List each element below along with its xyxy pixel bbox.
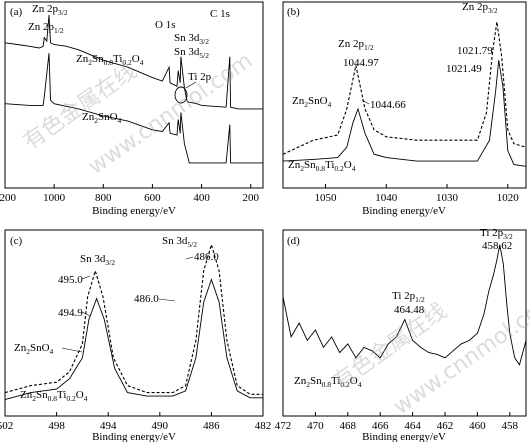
panel-d-x-axis-label: Binding energy/eV bbox=[362, 431, 446, 442]
panel-b: 1050 1040 1030 1020 (b) Zn 2p1/2 Zn 2p3/2 1… bbox=[282, 1, 527, 217]
watermarks: 有色金属在线 www.cnnmol.com 有色金属在线 www.cnnmol.… bbox=[19, 48, 530, 420]
panel-b-peak-1044-66: 1044.66 bbox=[370, 99, 406, 111]
panel-a-zso-label: Zn2SnO4 bbox=[82, 111, 122, 125]
panel-b-x-tick-label: 1030 bbox=[436, 192, 459, 204]
panel-c-series bbox=[4, 242, 263, 401]
panel-d: 472 470 468 466 464 462 460 458 (d) Ti 2p3/2 45… bbox=[275, 227, 527, 442]
panel-c-label: (c) bbox=[10, 235, 23, 247]
panel-d-series-1 bbox=[282, 244, 527, 366]
panel-a-c1s-label: C 1s bbox=[210, 8, 230, 20]
panel-a-sn3d32-label: Sn 3d3/2 bbox=[174, 32, 209, 46]
panel-a-ti2p-leader bbox=[185, 81, 197, 89]
panel-d-ti2p12-label: Ti 2p1/2 bbox=[392, 290, 425, 304]
panel-d-x-tick-label: 462 bbox=[437, 420, 454, 432]
panel-d-x-tick-label: 470 bbox=[307, 420, 324, 432]
panel-d-frame bbox=[282, 229, 527, 417]
panel-a-label: (a) bbox=[10, 6, 23, 18]
panel-b-zn2p32-label: Zn 2p3/2 bbox=[462, 1, 498, 15]
panel-d-x-tick-label: 466 bbox=[372, 420, 389, 432]
panel-b-series bbox=[282, 21, 527, 167]
panel-c-leader-495-0 bbox=[81, 275, 91, 280]
panel-c-series-1 bbox=[4, 242, 263, 395]
panel-c-leader-486-0-bottom bbox=[158, 298, 176, 302]
panel-c-x-tick-label: 486 bbox=[203, 420, 220, 432]
panel-b-series-1 bbox=[282, 21, 527, 155]
panel-b-ztso-label: Zn2Sn0.8Ti0.2O4 bbox=[288, 159, 356, 173]
panel-d-x-tick-label: 464 bbox=[404, 420, 421, 432]
panel-c-ztso-label: Zn2Sn0.8Ti0.2O4 bbox=[20, 389, 88, 403]
panel-a: 1200 1000 800 600 400 200 (a) Zn 2p3/2 Zn 2p1… bbox=[0, 1, 264, 217]
panel-c-x-tick-label: 502 bbox=[0, 420, 13, 432]
panel-c-peak-486-0-top: 486.0 bbox=[194, 251, 219, 263]
panel-d-label: (d) bbox=[287, 235, 300, 247]
panel-c-leader-494-9 bbox=[81, 311, 91, 317]
panel-b-series-2 bbox=[282, 60, 527, 167]
panel-a-x-tick-label: 800 bbox=[95, 192, 112, 204]
panel-a-x-ticks: 1200 1000 800 600 400 200 bbox=[0, 184, 259, 204]
panel-d-x-tick-label: 460 bbox=[469, 420, 486, 432]
panel-a-ztso-label: Zn2Sn0.8Ti0.2O4 bbox=[76, 53, 144, 67]
panel-c-sn3d32-label: Sn 3d3/2 bbox=[80, 253, 115, 267]
panel-a-series-2 bbox=[4, 53, 263, 164]
panel-b-leader-1044-66 bbox=[361, 99, 370, 105]
panel-a-x-axis-label: Binding energy/eV bbox=[92, 205, 176, 217]
panel-b-x-tick-label: 1040 bbox=[375, 192, 398, 204]
panel-a-x-tick-label: 200 bbox=[242, 192, 259, 204]
panel-b-peak-1021-49: 1021.49 bbox=[446, 63, 482, 75]
panel-a-frame bbox=[4, 1, 264, 189]
panel-a-x-tick-label: 1000 bbox=[43, 192, 66, 204]
panel-a-x-tick-label: 1200 bbox=[0, 192, 17, 204]
panel-b-peak-1044-97: 1044.97 bbox=[343, 57, 379, 69]
panel-d-peak-458-62: 458.62 bbox=[482, 240, 512, 252]
panel-d-x-tick-label: 468 bbox=[340, 420, 357, 432]
panel-b-zso-label: Zn2SnO4 bbox=[292, 95, 332, 109]
panel-b-frame bbox=[282, 1, 527, 189]
panel-b-label: (b) bbox=[287, 6, 300, 18]
panel-d-ztso-label: Zn2Sn0.8Ti0.2O4 bbox=[294, 375, 362, 389]
panel-d-x-tick-label: 458 bbox=[502, 420, 519, 432]
panel-d-ti2p32-label: Ti 2p3/2 bbox=[480, 227, 513, 241]
panel-c-x-tick-label: 494 bbox=[100, 420, 117, 432]
panel-c-x-axis-label: Binding energy/eV bbox=[92, 431, 176, 442]
panel-d-series bbox=[282, 244, 527, 366]
panel-c: 502 498 494 490 486 482 (c) Sn 3d3/2 Sn 3d5/2… bbox=[0, 229, 271, 442]
panel-d-x-tick-label: 472 bbox=[275, 420, 292, 432]
panel-c-frame bbox=[4, 229, 264, 417]
panel-c-x-tick-label: 482 bbox=[255, 420, 272, 432]
panel-b-zn2p12-label: Zn 2p1/2 bbox=[338, 38, 374, 52]
panel-a-series-1 bbox=[4, 14, 263, 110]
panel-b-x-tick-label: 1020 bbox=[497, 192, 520, 204]
panel-b-x-axis-label: Binding energy/eV bbox=[362, 205, 446, 217]
panel-c-x-tick-label: 490 bbox=[152, 420, 169, 432]
panel-a-ti2p-circle bbox=[174, 86, 188, 104]
panel-b-peak-1021-79: 1021.79 bbox=[457, 45, 493, 57]
panel-c-sn3d52-label: Sn 3d5/2 bbox=[162, 235, 197, 249]
panel-c-leader-zso bbox=[61, 347, 83, 353]
panel-c-series-2 bbox=[4, 278, 263, 401]
panel-c-peak-494-9: 494.9 bbox=[58, 307, 83, 319]
panel-b-x-tick-label: 1050 bbox=[315, 192, 338, 204]
panel-a-zn2p12-label: Zn 2p1/2 bbox=[28, 21, 64, 35]
panel-b-x-ticks: 1050 1040 1030 1020 bbox=[315, 184, 520, 204]
panel-c-x-ticks: 502 498 494 490 486 482 bbox=[0, 412, 271, 432]
panel-d-x-ticks: 472 470 468 466 464 462 460 458 bbox=[275, 412, 519, 432]
panel-c-x-tick-label: 498 bbox=[48, 420, 65, 432]
panel-a-ti2p-label: Ti 2p bbox=[188, 71, 212, 83]
panel-c-peak-495-0: 495.0 bbox=[58, 274, 83, 286]
panel-c-peak-486-0-bottom: 486.0 bbox=[134, 293, 159, 305]
panel-a-zn2p32-label: Zn 2p3/2 bbox=[32, 3, 68, 17]
panel-a-series bbox=[4, 14, 263, 164]
panel-a-o1s-label: O 1s bbox=[155, 19, 175, 31]
panel-c-zso-label: Zn2SnO4 bbox=[14, 342, 54, 356]
panel-d-peak-464-48: 464.48 bbox=[394, 304, 425, 316]
panel-c-leader-486-0-top bbox=[185, 256, 194, 260]
panel-a-sn3d52-label: Sn 3d5/2 bbox=[174, 46, 209, 60]
panel-a-x-tick-label: 600 bbox=[144, 192, 161, 204]
panel-a-x-tick-label: 400 bbox=[193, 192, 210, 204]
